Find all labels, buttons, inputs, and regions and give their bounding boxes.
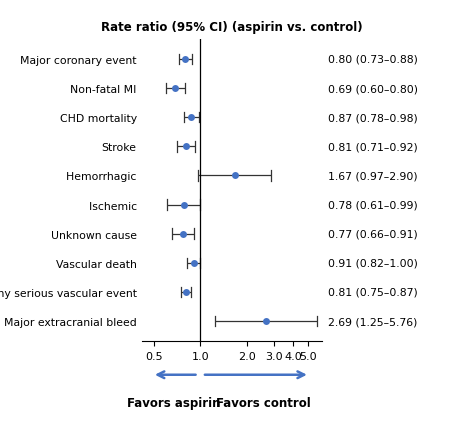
Text: 0.81 (0.75–0.87): 0.81 (0.75–0.87) — [328, 287, 418, 297]
Text: 0.87 (0.78–0.98): 0.87 (0.78–0.98) — [328, 113, 418, 123]
Text: 0.69 (0.60–0.80): 0.69 (0.60–0.80) — [328, 84, 418, 94]
Text: Favors control: Favors control — [216, 396, 310, 409]
Text: 0.81 (0.71–0.92): 0.81 (0.71–0.92) — [328, 142, 418, 152]
Text: 1.67 (0.97–2.90): 1.67 (0.97–2.90) — [328, 171, 417, 181]
Text: 0.91 (0.82–1.00): 0.91 (0.82–1.00) — [328, 258, 418, 268]
Title: Rate ratio (95% CI) (aspirin vs. control): Rate ratio (95% CI) (aspirin vs. control… — [101, 21, 363, 34]
Text: 0.80 (0.73–0.88): 0.80 (0.73–0.88) — [328, 55, 418, 65]
Text: 0.78 (0.61–0.99): 0.78 (0.61–0.99) — [328, 200, 418, 210]
Text: Favors aspirin: Favors aspirin — [127, 396, 220, 409]
Text: 2.69 (1.25–5.76): 2.69 (1.25–5.76) — [328, 316, 417, 326]
Text: 0.77 (0.66–0.91): 0.77 (0.66–0.91) — [328, 229, 418, 239]
